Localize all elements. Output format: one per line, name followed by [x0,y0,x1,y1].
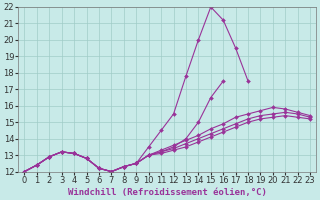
X-axis label: Windchill (Refroidissement éolien,°C): Windchill (Refroidissement éolien,°C) [68,188,267,197]
